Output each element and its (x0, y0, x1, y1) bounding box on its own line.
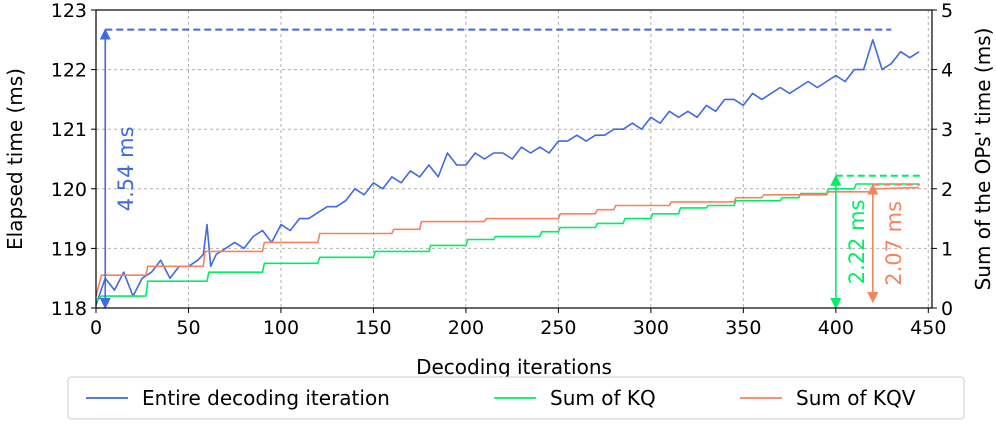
annotation-label: 2.07 ms (882, 201, 906, 286)
x-tick-label: 50 (176, 317, 200, 339)
series-line-1 (95, 38, 920, 306)
y-left-tick-label: 122 (51, 60, 87, 82)
y-left-tick-label: 123 (51, 0, 87, 22)
legend-label: Sum of KQV (796, 386, 916, 410)
x-tick-label: 150 (355, 317, 391, 339)
grid-lines (96, 10, 932, 308)
x-tick-label: 200 (448, 317, 484, 339)
x-tick-label: 400 (818, 317, 854, 339)
y-right-tick-label: 2 (941, 179, 953, 201)
y-left-tick-label: 119 (51, 238, 87, 260)
legend-label: Entire decoding iteration (142, 386, 390, 410)
y-right-tick-label: 1 (941, 238, 953, 260)
y-right-tick-label: 3 (941, 119, 953, 141)
x-tick-label: 450 (910, 317, 946, 339)
x-tick-label: 250 (540, 317, 576, 339)
y-right-tick-label: 5 (941, 0, 953, 22)
y-left-tick-label: 120 (51, 179, 87, 201)
annotations: 4.54 ms 2.22 ms 2.07 ms (99, 28, 920, 310)
annotation-label: 4.54 ms (114, 126, 138, 211)
x-tick-label: 350 (725, 317, 761, 339)
series-lines (95, 38, 920, 306)
series-line-3 (95, 186, 920, 297)
series-line-2 (95, 183, 920, 303)
y-axis-right-label: Sum of the OPs' time (ms) (971, 28, 995, 291)
x-axis-label: Decoding iterations (416, 355, 612, 379)
y-right-tick-label: 0 (941, 298, 953, 320)
y-right-ticks: 0 1 2 3 4 5 (932, 0, 953, 320)
y-left-tick-label: 121 (51, 119, 87, 141)
annotation-label: 2.22 ms (845, 199, 869, 284)
x-tick-label: 0 (90, 317, 102, 339)
y-axis-left-label: Elapsed time (ms) (3, 68, 27, 250)
y-right-tick-label: 4 (941, 60, 953, 82)
y-left-tick-label: 118 (51, 298, 87, 320)
x-tick-label: 300 (633, 317, 669, 339)
x-ticks: 0 50 100 150 200 250 300 350 400 450 (90, 308, 946, 339)
plot-frame (95, 9, 933, 309)
x-tick-label: 100 (263, 317, 299, 339)
legend: Entire decoding iteration Sum of KQ Sum of… (67, 376, 965, 420)
y-left-ticks: 118 119 120 121 122 123 (51, 0, 96, 320)
legend-label: Sum of KQ (550, 386, 656, 410)
